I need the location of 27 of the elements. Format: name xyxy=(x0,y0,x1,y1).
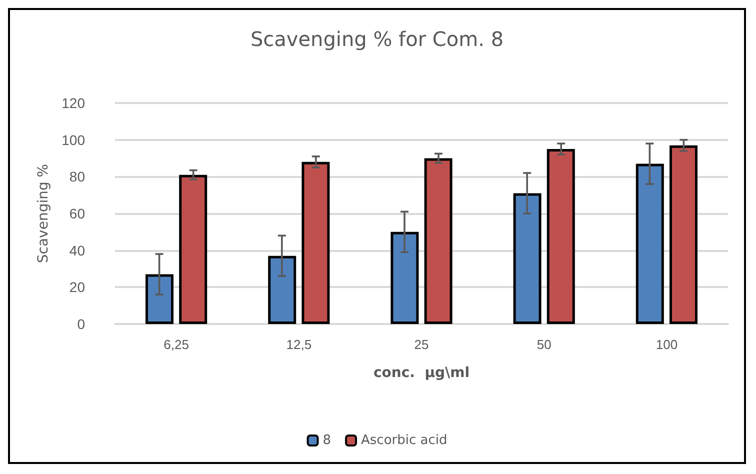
x-tick-label: 6,25 xyxy=(164,337,189,352)
bar xyxy=(302,162,330,324)
bar xyxy=(670,145,698,324)
chart-title: Scavenging % for Com. 8 xyxy=(250,27,504,51)
bar xyxy=(146,274,174,324)
y-tick-label: 40 xyxy=(69,242,86,258)
bar xyxy=(636,164,664,324)
y-tick-label: 0 xyxy=(77,316,86,332)
y-tick-label: 80 xyxy=(69,168,86,185)
x-axis-title: conc. µg\ml xyxy=(373,365,470,381)
bar xyxy=(424,158,452,324)
bar xyxy=(390,232,419,324)
y-tick-label: 60 xyxy=(69,206,86,222)
x-tick-label: 100 xyxy=(656,337,678,352)
x-tick-label: 12,5 xyxy=(286,337,312,352)
bar xyxy=(268,256,296,324)
x-tick-label: 25 xyxy=(414,337,429,352)
bar xyxy=(513,193,542,324)
y-tick-label: 20 xyxy=(69,279,86,296)
legend-label: 8 xyxy=(322,433,332,448)
x-tick-label: 50 xyxy=(536,337,552,352)
bar xyxy=(546,149,575,324)
y-tick-label: 120 xyxy=(62,95,86,111)
bar xyxy=(179,174,208,324)
y-tick-label: 100 xyxy=(62,132,86,148)
y-axis-title: Scavenging % xyxy=(36,164,52,264)
legend-label: Ascorbic acid xyxy=(361,433,448,448)
